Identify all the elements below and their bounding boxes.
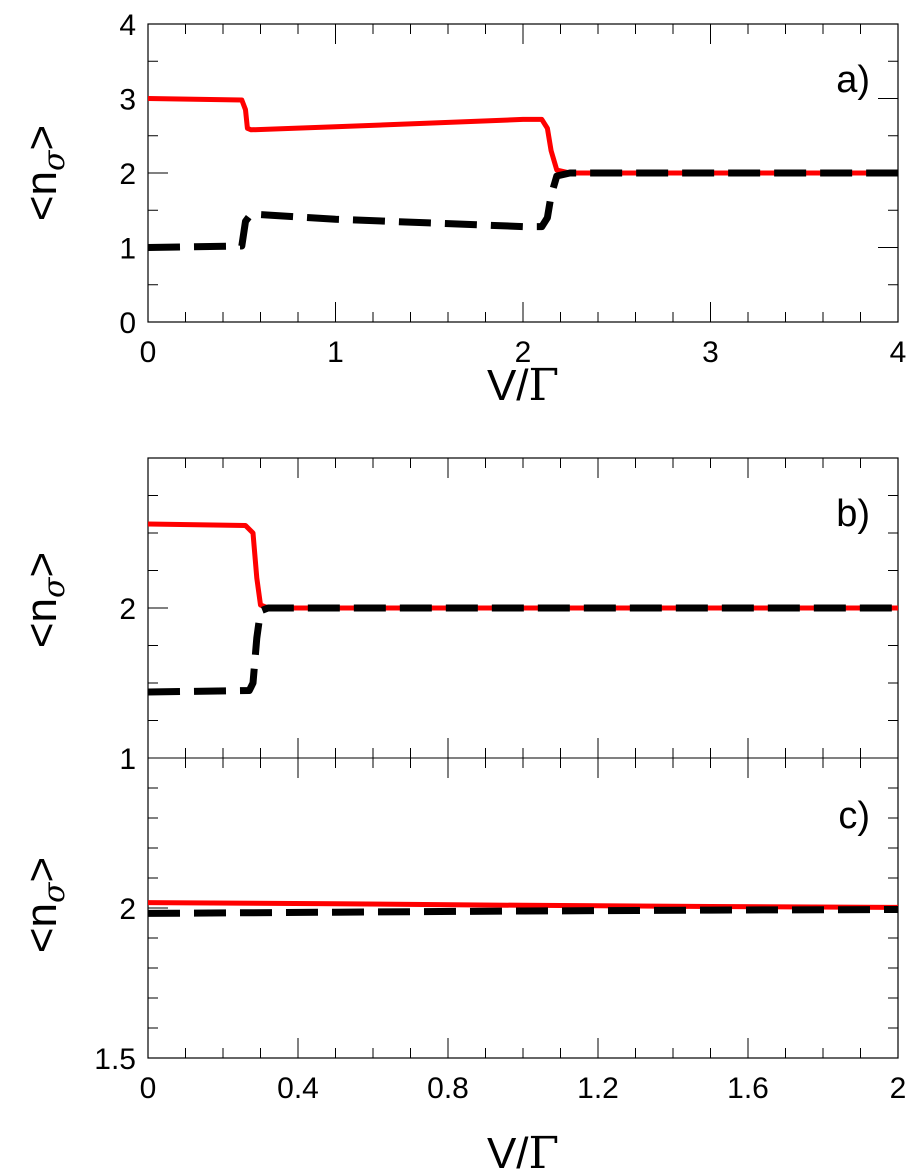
y-tick-label-a: 2: [119, 158, 136, 191]
series-solid-c: [147, 900, 899, 910]
series-dashed-b: [147, 604, 898, 696]
y-axis-label-text-a: <nσ>: [17, 125, 72, 221]
series-dashed-a: [147, 169, 898, 251]
y-axis-label-a: <nσ>: [17, 125, 72, 221]
x-tick-label-c: 1.2: [577, 1072, 619, 1105]
y-tick-label-c: 2: [119, 893, 136, 926]
x-tick-label-c: 0.4: [277, 1072, 319, 1105]
y-tick-label-a: 1: [119, 233, 136, 266]
y-axis-label-text-c: <nσ>: [17, 857, 72, 953]
x-tick-label-a: 0: [140, 336, 157, 369]
x-tick-label-c: 0.8: [427, 1072, 469, 1105]
y-axis-label-b: <nσ>: [17, 552, 72, 648]
panel-label-b: b): [836, 493, 870, 535]
x-axis-label-a: V/Γ: [487, 360, 559, 411]
x-tick-label-a: 3: [702, 336, 719, 369]
x-tick-label-a: 2: [515, 336, 532, 369]
y-axis-label-c: <nσ>: [17, 857, 72, 953]
series-solid-b: [147, 521, 898, 611]
panel-label-a: a): [836, 59, 870, 101]
x-tick-label-c: 2: [890, 1072, 907, 1105]
y-tick-label-a: 4: [119, 9, 136, 42]
x-tick-label-c: 1.6: [727, 1072, 769, 1105]
y-axis-label-text-b: <nσ>: [17, 552, 72, 648]
series-solid-a: [147, 96, 898, 176]
panel-label-c: c): [838, 795, 870, 837]
y-tick-label-a: 0: [119, 307, 136, 340]
y-tick-label-b: 2: [119, 593, 136, 626]
y-tick-label-a: 3: [119, 84, 136, 117]
x-tick-label-c: 0: [140, 1072, 157, 1105]
series-dashed-c: [147, 906, 899, 917]
x-tick-label-a: 1: [327, 336, 344, 369]
x-axis-label-c: V/Γ: [487, 1128, 559, 1176]
x-tick-label-a: 4: [890, 336, 907, 369]
y-tick-label-b: 1: [119, 743, 136, 776]
y-tick-label-c: 1.5: [94, 1043, 136, 1076]
